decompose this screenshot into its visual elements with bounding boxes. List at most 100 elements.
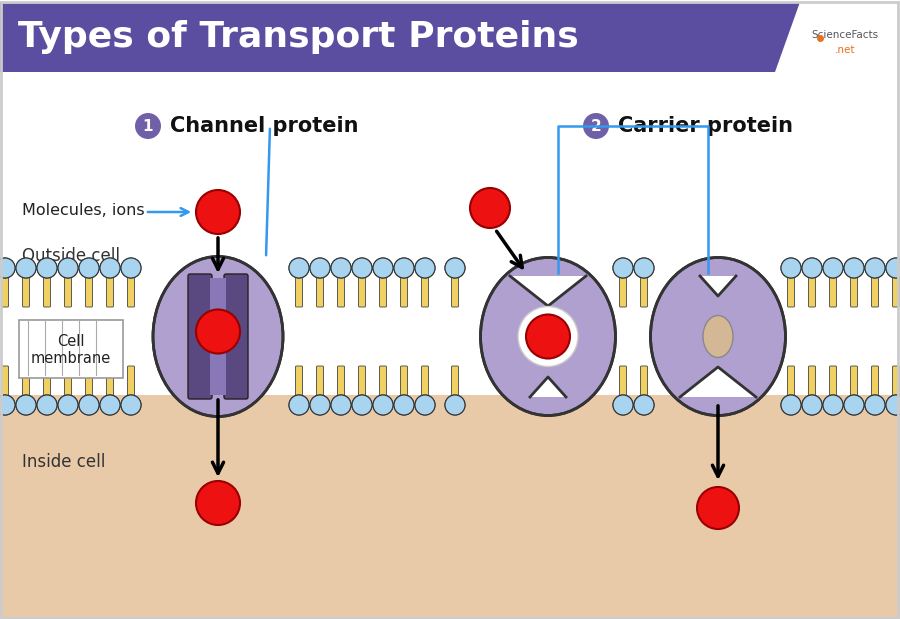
Text: 2: 2 <box>590 118 601 134</box>
Circle shape <box>100 258 120 278</box>
Circle shape <box>634 395 654 415</box>
Circle shape <box>58 258 78 278</box>
Ellipse shape <box>651 258 786 415</box>
FancyBboxPatch shape <box>106 366 113 396</box>
FancyBboxPatch shape <box>188 274 212 399</box>
FancyBboxPatch shape <box>43 366 50 396</box>
Circle shape <box>844 258 864 278</box>
Circle shape <box>16 258 36 278</box>
FancyBboxPatch shape <box>871 366 878 396</box>
Circle shape <box>613 258 633 278</box>
FancyBboxPatch shape <box>619 366 626 396</box>
Circle shape <box>445 258 465 278</box>
FancyBboxPatch shape <box>830 277 836 307</box>
FancyBboxPatch shape <box>380 277 386 307</box>
Circle shape <box>196 310 240 353</box>
Circle shape <box>415 258 435 278</box>
Circle shape <box>844 258 864 278</box>
Circle shape <box>79 258 99 278</box>
Text: Molecules, ions: Molecules, ions <box>22 202 145 217</box>
Circle shape <box>373 258 393 278</box>
Circle shape <box>331 395 351 415</box>
Circle shape <box>331 395 351 415</box>
Circle shape <box>310 395 330 415</box>
Circle shape <box>331 258 351 278</box>
Circle shape <box>394 395 414 415</box>
FancyBboxPatch shape <box>808 277 815 307</box>
FancyBboxPatch shape <box>22 366 30 396</box>
Circle shape <box>16 395 36 415</box>
FancyBboxPatch shape <box>850 277 858 307</box>
Text: Channel protein: Channel protein <box>170 116 358 136</box>
FancyBboxPatch shape <box>380 366 386 396</box>
FancyBboxPatch shape <box>43 277 50 307</box>
Text: Types of Transport Proteins: Types of Transport Proteins <box>18 20 579 54</box>
Circle shape <box>634 395 654 415</box>
Circle shape <box>823 395 843 415</box>
Polygon shape <box>0 2 800 72</box>
Circle shape <box>310 258 330 278</box>
Circle shape <box>445 395 465 415</box>
Circle shape <box>394 395 414 415</box>
Circle shape <box>583 113 609 139</box>
Circle shape <box>100 395 120 415</box>
FancyBboxPatch shape <box>317 277 323 307</box>
FancyBboxPatch shape <box>452 366 458 396</box>
Polygon shape <box>680 367 756 397</box>
Circle shape <box>518 306 578 366</box>
Circle shape <box>100 258 120 278</box>
Circle shape <box>634 258 654 278</box>
Polygon shape <box>530 377 566 397</box>
Circle shape <box>310 395 330 415</box>
Circle shape <box>613 258 633 278</box>
FancyBboxPatch shape <box>358 277 365 307</box>
Circle shape <box>121 258 141 278</box>
Circle shape <box>0 258 15 278</box>
FancyBboxPatch shape <box>65 277 71 307</box>
FancyBboxPatch shape <box>830 366 836 396</box>
Circle shape <box>289 395 309 415</box>
Bar <box>0 395 900 619</box>
Circle shape <box>121 395 141 415</box>
Circle shape <box>781 258 801 278</box>
Circle shape <box>289 395 309 415</box>
Circle shape <box>100 395 120 415</box>
Circle shape <box>865 258 885 278</box>
Circle shape <box>613 395 633 415</box>
Circle shape <box>37 258 57 278</box>
Circle shape <box>865 395 885 415</box>
Circle shape <box>373 395 393 415</box>
FancyBboxPatch shape <box>22 277 30 307</box>
Circle shape <box>823 395 843 415</box>
Ellipse shape <box>703 316 733 358</box>
Circle shape <box>135 113 161 139</box>
Circle shape <box>37 395 57 415</box>
FancyBboxPatch shape <box>2 277 8 307</box>
Circle shape <box>289 258 309 278</box>
Circle shape <box>79 395 99 415</box>
Circle shape <box>79 395 99 415</box>
Text: Outside cell: Outside cell <box>22 247 120 265</box>
FancyBboxPatch shape <box>619 277 626 307</box>
Circle shape <box>613 395 633 415</box>
Circle shape <box>445 258 465 278</box>
Circle shape <box>445 395 465 415</box>
FancyBboxPatch shape <box>86 366 93 396</box>
Text: Carrier protein: Carrier protein <box>618 116 793 136</box>
Circle shape <box>121 258 141 278</box>
FancyBboxPatch shape <box>808 366 815 396</box>
Circle shape <box>373 258 393 278</box>
Polygon shape <box>700 276 736 296</box>
Circle shape <box>415 395 435 415</box>
Polygon shape <box>510 276 586 306</box>
Circle shape <box>352 395 372 415</box>
FancyBboxPatch shape <box>2 366 8 396</box>
Circle shape <box>634 258 654 278</box>
Text: ScienceFacts: ScienceFacts <box>812 30 878 40</box>
Circle shape <box>526 314 570 358</box>
FancyBboxPatch shape <box>295 366 302 396</box>
Circle shape <box>886 258 900 278</box>
FancyBboxPatch shape <box>65 366 71 396</box>
Circle shape <box>394 258 414 278</box>
FancyBboxPatch shape <box>788 366 795 396</box>
